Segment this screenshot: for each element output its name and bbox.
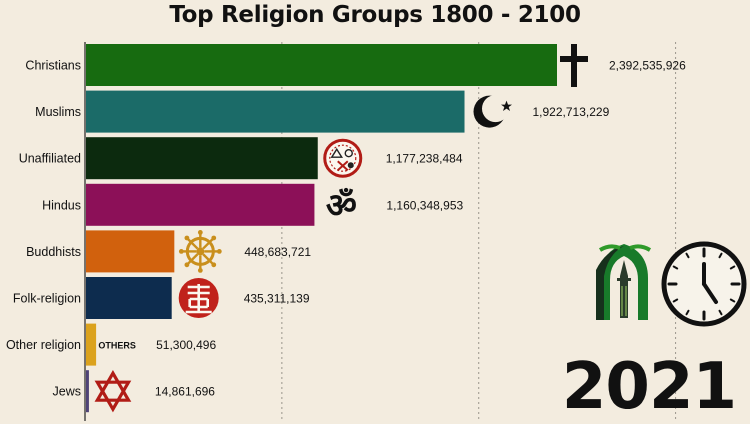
crescent-star-icon: [473, 95, 513, 128]
others-text-icon: OTHERS: [98, 341, 136, 351]
channel-logo-icon: [596, 244, 652, 320]
om-icon: ॐ: [326, 186, 357, 226]
dharma-wheel-icon: [178, 230, 222, 273]
latin-cross-icon: [560, 44, 588, 87]
value-label-jews: 14,861,696: [155, 385, 215, 399]
category-label-hindus: Hindus: [42, 198, 81, 212]
bar-hindus: [86, 183, 315, 226]
category-label-christians: Christians: [25, 59, 81, 73]
bar-jews: [86, 370, 89, 413]
value-label-hindus: 1,160,348,953: [386, 198, 463, 212]
svg-text:ॐ: ॐ: [326, 186, 357, 226]
chart-title: Top Religion Groups 1800 - 2100: [169, 2, 581, 28]
svg-text:OTHERS: OTHERS: [98, 341, 136, 351]
bar-muslims: [86, 90, 465, 133]
category-label-muslims: Muslims: [35, 105, 81, 119]
category-label-unaffiliated: Unaffiliated: [19, 152, 81, 166]
value-label-other-religion: 51,300,496: [156, 338, 216, 352]
unaffiliated-icon: [323, 138, 363, 178]
value-label-buddhists: 448,683,721: [244, 245, 311, 259]
category-label-other-religion: Other religion: [6, 338, 81, 352]
clock-icon: [661, 241, 747, 327]
category-label-folk-religion: Folk-religion: [13, 292, 81, 306]
value-label-folk-religion: 435,311,139: [244, 292, 310, 306]
value-label-unaffiliated: 1,177,238,484: [386, 152, 463, 166]
year-label: 2021: [561, 350, 737, 424]
bar-buddhists: [86, 230, 175, 273]
value-label-muslims: 1,922,713,229: [533, 105, 610, 119]
bar-folk-religion: [86, 277, 172, 319]
shou-symbol-icon: [178, 278, 219, 318]
bar-unaffiliated: [86, 137, 318, 180]
star-of-david-icon: [94, 370, 132, 413]
category-label-buddhists: Buddhists: [26, 245, 81, 259]
value-label-christians: 2,392,535,926: [609, 59, 686, 73]
category-label-jews: Jews: [53, 385, 81, 399]
bar-other-religion: [86, 323, 97, 366]
bar-christians: [86, 44, 557, 86]
